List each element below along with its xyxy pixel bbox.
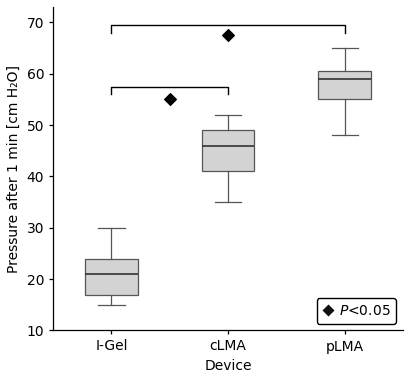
Point	[166, 97, 173, 103]
PathPatch shape	[201, 130, 254, 171]
PathPatch shape	[318, 71, 370, 100]
Y-axis label: Pressure after 1 min [cm H₂O]: Pressure after 1 min [cm H₂O]	[7, 65, 21, 273]
X-axis label: Device: Device	[204, 359, 251, 373]
PathPatch shape	[85, 258, 137, 294]
Point	[224, 32, 231, 38]
Legend: $P$<0.05: $P$<0.05	[316, 298, 395, 323]
